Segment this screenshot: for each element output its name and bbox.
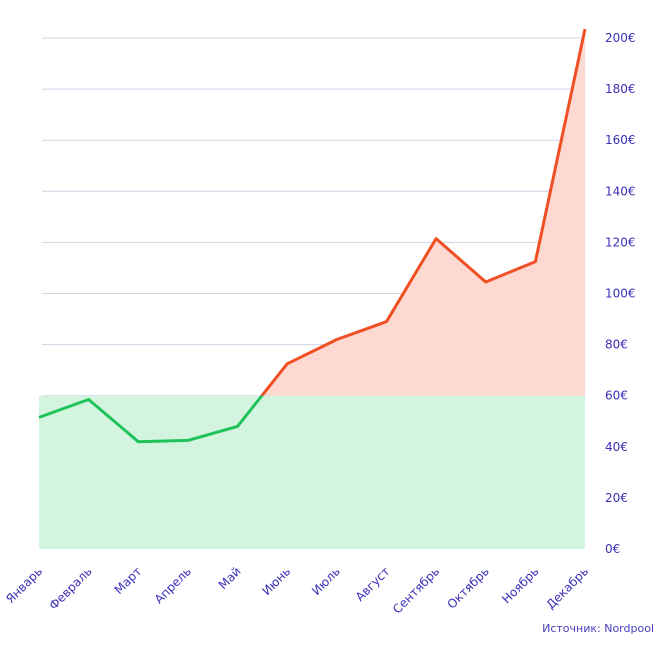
x-tick-label: Ноябрь — [499, 564, 541, 606]
source-note: Источник: Nordpool — [542, 622, 654, 635]
series-line — [38, 28, 587, 444]
x-tick-label: Декабрь — [543, 564, 591, 612]
x-tick-label: Март — [112, 564, 145, 597]
area-fills — [39, 29, 585, 549]
x-tick-label: Май — [216, 564, 244, 592]
x-tick-label: Апрель — [152, 564, 194, 606]
y-tick-label: 100€ — [605, 287, 636, 301]
x-tick-label: Июль — [309, 564, 343, 598]
line-above-threshold — [259, 28, 587, 396]
y-tick-label: 20€ — [605, 491, 628, 505]
y-tick-label: 200€ — [605, 31, 636, 45]
y-tick-label: 60€ — [605, 389, 628, 403]
y-tick-label: 40€ — [605, 440, 628, 454]
x-tick-label: Сентябрь — [390, 564, 442, 616]
x-tick-label: Июнь — [259, 564, 293, 598]
area-above-threshold — [261, 29, 585, 396]
x-axis-ticks: Январь Февраль Март Апрель Май Июнь Июль Август… — [3, 564, 591, 616]
y-tick-label: 120€ — [605, 235, 636, 249]
x-tick-label: Август — [353, 564, 393, 604]
y-tick-label: 160€ — [605, 133, 636, 147]
y-tick-label: 0€ — [605, 542, 620, 556]
y-axis-ticks: 0€ 20€ 40€ 60€ 80€ 100€ 120€ 140€ 160€ 180€ 200€ — [605, 31, 636, 556]
y-tick-label: 140€ — [605, 184, 636, 198]
y-tick-label: 180€ — [605, 82, 636, 96]
y-tick-label: 80€ — [605, 338, 628, 352]
x-tick-label: Январь — [3, 564, 45, 606]
area-below-threshold — [39, 395, 585, 549]
x-tick-label: Февраль — [46, 564, 94, 612]
line-below-threshold — [38, 395, 264, 444]
x-tick-label: Октябрь — [444, 564, 491, 611]
